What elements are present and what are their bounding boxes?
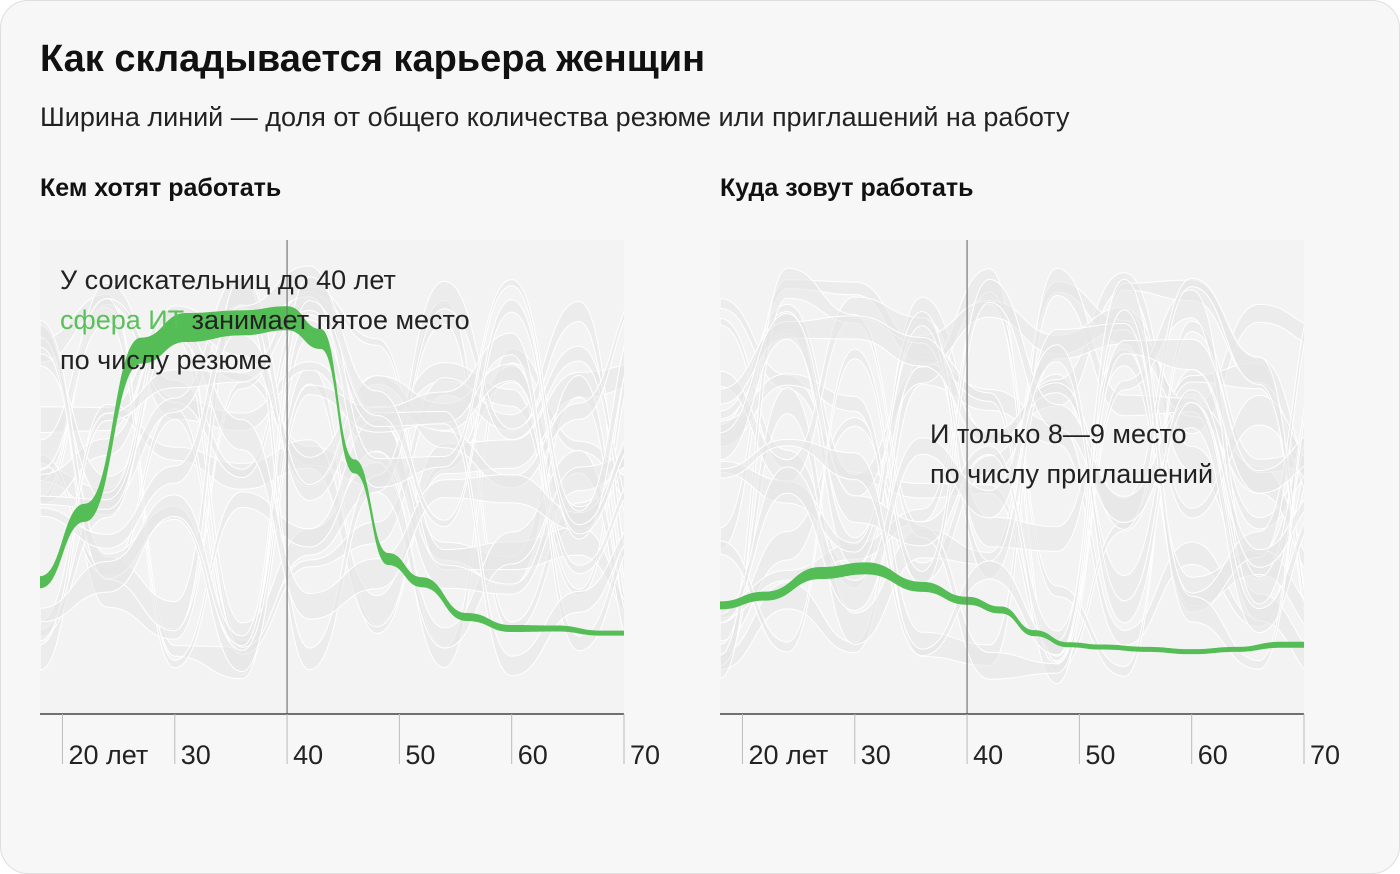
background-flow <box>40 276 624 647</box>
it-sector-flow <box>40 306 624 636</box>
x-tick-label: 70 <box>1310 740 1340 770</box>
x-tick-label: 50 <box>1085 740 1115 770</box>
page-title: Как складывается карьера женщин <box>40 38 706 80</box>
left-annotation: У соискательниц до 40 лет сфера ИТ заним… <box>60 260 470 380</box>
background-flow <box>40 297 624 596</box>
x-tick-label: 20 лет <box>68 740 148 770</box>
background-flows <box>40 265 624 680</box>
background-flow <box>40 291 624 677</box>
background-flow <box>720 344 1304 624</box>
background-flow <box>40 297 624 669</box>
right-chart: 20 лет 30 40 50 60 70 <box>720 240 1340 770</box>
x-tick-label: 40 <box>293 740 323 770</box>
background-flow <box>40 320 624 673</box>
right-annotation: И только 8—9 место по числу приглашений <box>930 414 1213 494</box>
x-tick-label: 70 <box>630 740 660 770</box>
x-tick-label: 40 <box>973 740 1003 770</box>
background-flow <box>720 291 1304 677</box>
left-panel-title: Кем хотят работать <box>40 174 282 202</box>
page-subtitle: Ширина линий — доля от общего количества… <box>40 102 1070 132</box>
left-annotation-line1: У соискательниц до 40 лет <box>60 265 396 295</box>
right-panel-title: Куда зовут работать <box>720 174 974 202</box>
left-annotation-line3: по числу резюме <box>60 345 272 375</box>
background-flows <box>720 267 1304 685</box>
background-flow <box>720 278 1304 670</box>
left-annotation-line2-rest: занимает пятое место <box>184 305 470 335</box>
x-tick-label: 50 <box>405 740 435 770</box>
background-flow <box>40 321 624 620</box>
x-tick-label: 30 <box>181 740 211 770</box>
left-annotation-line2: сфера ИТ занимает пятое место <box>60 300 470 340</box>
left-chart: 20 лет 30 40 50 60 70 <box>40 240 660 770</box>
x-tick-label: 60 <box>1198 740 1228 770</box>
right-annotation-line2: по числу приглашений <box>930 459 1214 489</box>
x-tick-label: 60 <box>518 740 548 770</box>
background-flow <box>720 279 1304 653</box>
right-annotation-line1: И только 8—9 место <box>930 419 1187 449</box>
x-tick-label: 20 лет <box>748 740 828 770</box>
it-highlight-label: сфера ИТ <box>60 305 185 335</box>
x-tick-label: 30 <box>861 740 891 770</box>
